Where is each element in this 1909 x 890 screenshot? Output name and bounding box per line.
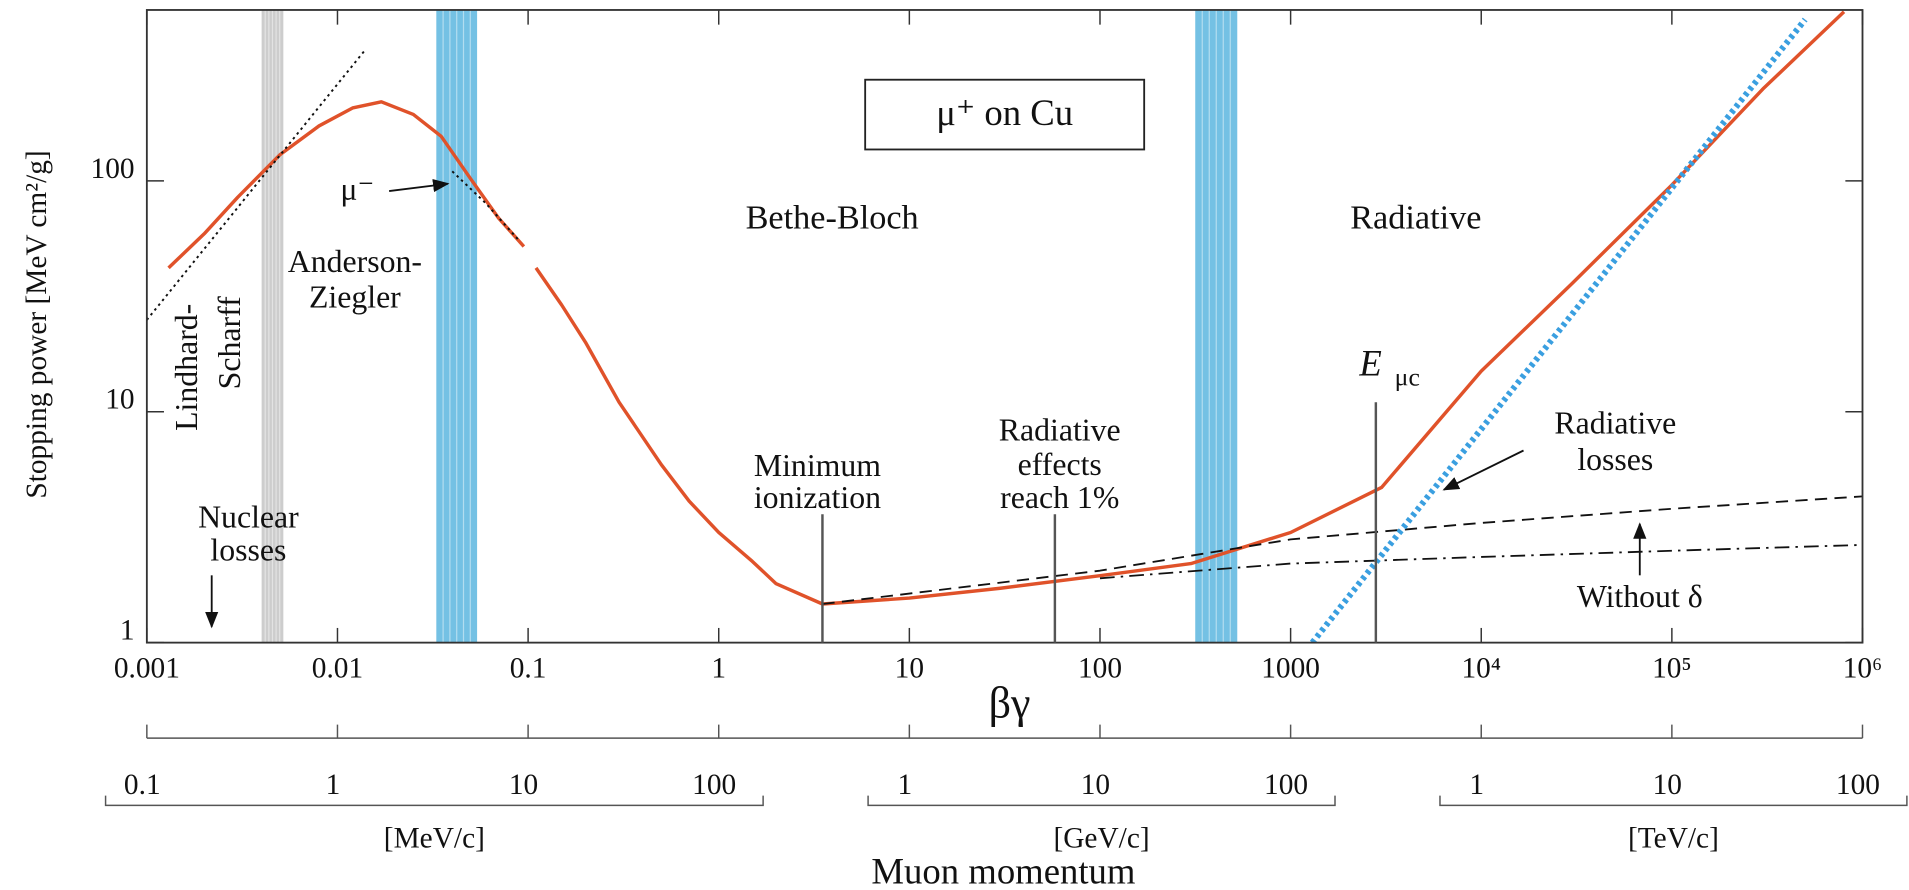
momentum-unit: [GeV/c] xyxy=(1053,823,1149,855)
momentum-tick-label: 10 xyxy=(1081,769,1110,801)
x-tick-label: 10⁶ xyxy=(1843,653,1883,685)
momentum-tick-label: 100 xyxy=(692,769,736,801)
x-tick-label: 10 xyxy=(895,653,924,685)
arrow xyxy=(1442,449,1524,491)
momentum-label: Muon momentum xyxy=(871,851,1135,890)
y-tick-label: 100 xyxy=(91,153,135,185)
momentum-unit: [TeV/c] xyxy=(1628,823,1719,855)
x-tick-label: 0.01 xyxy=(312,653,363,685)
annotation-box xyxy=(864,78,1146,151)
annotation: μ⁻ xyxy=(340,172,374,207)
series-line xyxy=(1099,543,1863,580)
y-tick-label: 1 xyxy=(120,615,135,647)
x-tick-label: 0.1 xyxy=(510,653,547,685)
series-line xyxy=(822,495,1863,605)
x-axis-label: βγ xyxy=(989,679,1031,728)
x-tick-label: 0.001 xyxy=(114,653,180,685)
series-line xyxy=(146,49,367,321)
x-tick-label: 1000 xyxy=(1261,653,1320,685)
x-tick-label: 100 xyxy=(1078,653,1122,685)
annotation: effects xyxy=(1018,447,1102,482)
annotation: Lindhard- xyxy=(169,304,204,431)
annotation: reach 1% xyxy=(1000,480,1119,515)
momentum-bracket xyxy=(104,795,764,807)
arrow xyxy=(389,179,450,193)
x-tick-label: 10⁴ xyxy=(1461,653,1501,685)
annotation: Without δ xyxy=(1577,579,1703,614)
y-tick-label: 10 xyxy=(105,384,134,416)
band xyxy=(436,9,478,643)
annotation: Nuclear xyxy=(198,500,299,535)
x-tick-label: 1 xyxy=(711,653,726,685)
annotation: Anderson- xyxy=(288,244,422,279)
momentum-bracket xyxy=(1439,795,1908,807)
annotation: Minimum xyxy=(754,448,881,483)
annotation: Radiative xyxy=(1554,405,1676,440)
momentum-tick-label: 100 xyxy=(1264,769,1308,801)
annotation: E xyxy=(1358,343,1381,384)
x-tick-label: 10⁵ xyxy=(1652,653,1692,685)
annotation: Radiative xyxy=(999,413,1121,448)
series-line xyxy=(451,170,521,242)
momentum-unit: [MeV/c] xyxy=(384,823,485,855)
series-line xyxy=(1309,17,1808,643)
momentum-tick-label: 0.1 xyxy=(124,769,161,801)
band xyxy=(1195,9,1238,643)
momentum-tick-label: 100 xyxy=(1836,769,1880,801)
y-axis-label: Stopping power [MeV cm²/g] xyxy=(21,150,53,498)
bands xyxy=(261,9,1238,643)
series-line xyxy=(167,10,1846,606)
annotation: ionization xyxy=(754,480,881,515)
momentum-tick-label: 10 xyxy=(1653,769,1682,801)
momentum-tick-label: 1 xyxy=(1469,769,1484,801)
plot-frame xyxy=(145,9,1864,644)
annotation: Radiative xyxy=(1350,198,1481,236)
annotation: Bethe-Bloch xyxy=(746,198,919,236)
momentum-bracket xyxy=(867,795,1336,807)
annotation: Scharff xyxy=(212,296,247,389)
annotation: μc xyxy=(1395,362,1420,391)
curves xyxy=(146,10,1863,643)
annotation: μ⁺ on Cu xyxy=(936,92,1073,133)
annotation: losses xyxy=(210,533,286,568)
momentum-tick-label: 1 xyxy=(326,769,341,801)
momentum-tick-label: 10 xyxy=(509,769,538,801)
annotation: Ziegler xyxy=(309,279,401,314)
momentum-tick-label: 1 xyxy=(897,769,912,801)
annotation: losses xyxy=(1577,442,1653,477)
